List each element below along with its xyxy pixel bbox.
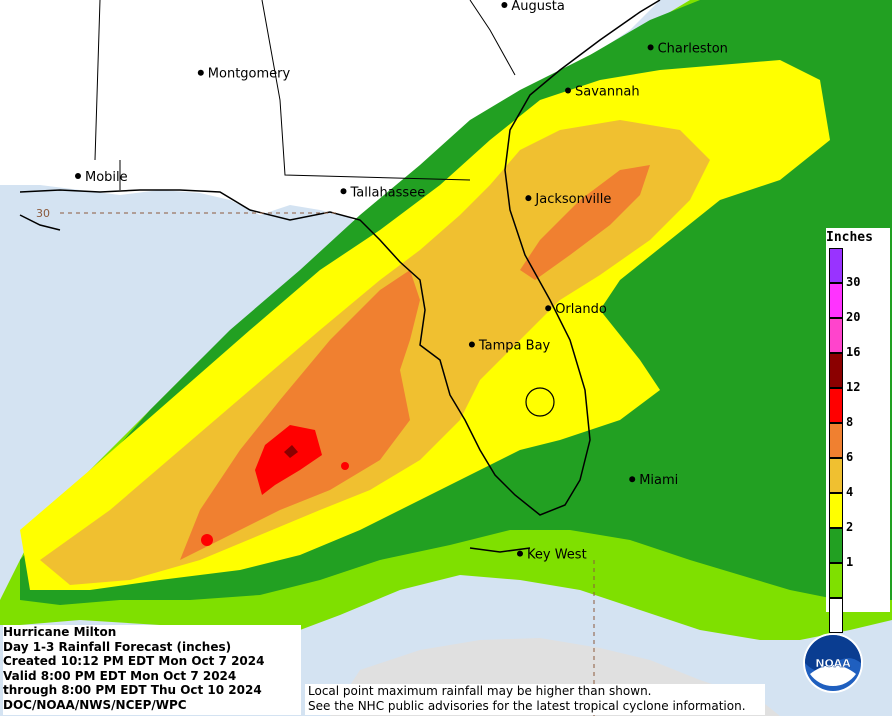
- valid-end: through 8:00 PM EDT Thu Oct 10 2024: [3, 683, 262, 698]
- forecast-info-box: Hurricane Milton Day 1-3 Rainfall Foreca…: [3, 625, 301, 715]
- legend-value: 16: [846, 345, 861, 359]
- city-label: Key West: [527, 548, 587, 563]
- lake-okeechobee: [525, 387, 555, 417]
- disclaimer-box: Local point maximum rainfall may be high…: [305, 684, 765, 715]
- storm-name: Hurricane Milton: [3, 625, 117, 639]
- agency-credit: DOC/NOAA/NWS/NCEP/WPC: [3, 697, 187, 712]
- city-dot: [629, 476, 636, 483]
- legend-swatch: [829, 563, 843, 598]
- city-tampa-bay: Tampa Bay: [468, 339, 551, 354]
- rain-8in-east: [520, 165, 650, 280]
- legend-value: 1: [846, 555, 854, 569]
- city-label: Tallahassee: [350, 185, 426, 200]
- city-label: Charleston: [658, 41, 728, 56]
- legend-value: 2: [846, 520, 854, 534]
- legend-swatch: [829, 388, 843, 423]
- legend-swatch: [829, 458, 843, 493]
- rain-8in: [180, 270, 420, 560]
- legend-value: 6: [846, 450, 854, 464]
- coastline: [19, 0, 661, 553]
- forecast-title: Day 1-3 Rainfall Forecast (inches): [3, 639, 232, 654]
- city-dot: [565, 87, 571, 94]
- latitude-label-30: 30: [36, 207, 50, 220]
- city-dot: [517, 550, 523, 557]
- legend-title: Inches: [826, 230, 873, 245]
- rainfall-legend: Inches 30 20 16 12 8 6 4 2 1: [826, 228, 890, 633]
- city-label: Montgomery: [208, 67, 291, 82]
- city-dot: [501, 2, 508, 8]
- legend-value: 4: [846, 485, 854, 499]
- valid-start: Valid 8:00 PM EDT Mon Oct 7 2024: [3, 668, 237, 683]
- city-dot: [340, 188, 347, 195]
- noaa-logo-text: NOAA: [815, 657, 851, 670]
- state-borders: [94, 0, 516, 190]
- city-dot: [545, 305, 552, 312]
- legend-swatch: [829, 318, 843, 353]
- legend-swatch: [829, 493, 843, 528]
- city-dot: [197, 69, 204, 76]
- legend-swatch: [829, 353, 843, 388]
- city-miami: Miami: [629, 473, 678, 488]
- created-time: Created 10:12 PM EDT Mon Oct 7 2024: [3, 654, 265, 669]
- legend-value: 12: [846, 380, 861, 394]
- legend-swatch: [829, 423, 843, 458]
- city-dot: [468, 341, 475, 348]
- legend-value: 8: [846, 415, 854, 429]
- city-augusta: Augusta: [501, 0, 565, 14]
- rain-12in-spot2: [341, 462, 349, 470]
- city-tallahassee: Tallahassee: [340, 185, 426, 200]
- city-orlando: Orlando: [545, 302, 607, 317]
- legend-swatch: [829, 248, 843, 283]
- city-jacksonville: Jacksonville: [525, 192, 611, 207]
- city-label: Mobile: [85, 170, 128, 185]
- legend-swatch: [829, 283, 843, 318]
- legend-value: 30: [846, 275, 861, 289]
- legend-swatch: [829, 598, 843, 633]
- city-label: Savannah: [575, 85, 640, 100]
- disclaimer-line-2: See the NHC public advisories for the la…: [308, 698, 746, 713]
- legend-value: 20: [846, 310, 861, 324]
- city-key-west: Key West: [517, 548, 587, 563]
- city-dot: [75, 173, 81, 179]
- city-label: Jacksonville: [534, 192, 611, 207]
- city-label: Miami: [639, 473, 678, 488]
- rain-16in: [284, 445, 298, 458]
- city-charleston: Charleston: [647, 41, 728, 56]
- legend-swatch: [829, 528, 843, 563]
- cities-layer: Augusta Charleston Montgomery Savannah Mobil…: [75, 0, 728, 563]
- city-label: Augusta: [511, 0, 564, 14]
- city-savannah: Savannah: [565, 85, 640, 100]
- city-dot: [525, 195, 532, 202]
- city-montgomery: Montgomery: [197, 67, 291, 82]
- noaa-logo: NOAA: [803, 633, 863, 693]
- city-label: Tampa Bay: [478, 339, 551, 354]
- rain-12in-spot: [201, 534, 213, 546]
- city-label: Orlando: [555, 302, 607, 317]
- rain-12in: [255, 425, 322, 495]
- city-dot: [647, 44, 654, 51]
- disclaimer-line-1: Local point maximum rainfall may be high…: [308, 684, 652, 698]
- rainfall-contours: [0, 0, 892, 640]
- city-mobile: Mobile: [75, 170, 128, 185]
